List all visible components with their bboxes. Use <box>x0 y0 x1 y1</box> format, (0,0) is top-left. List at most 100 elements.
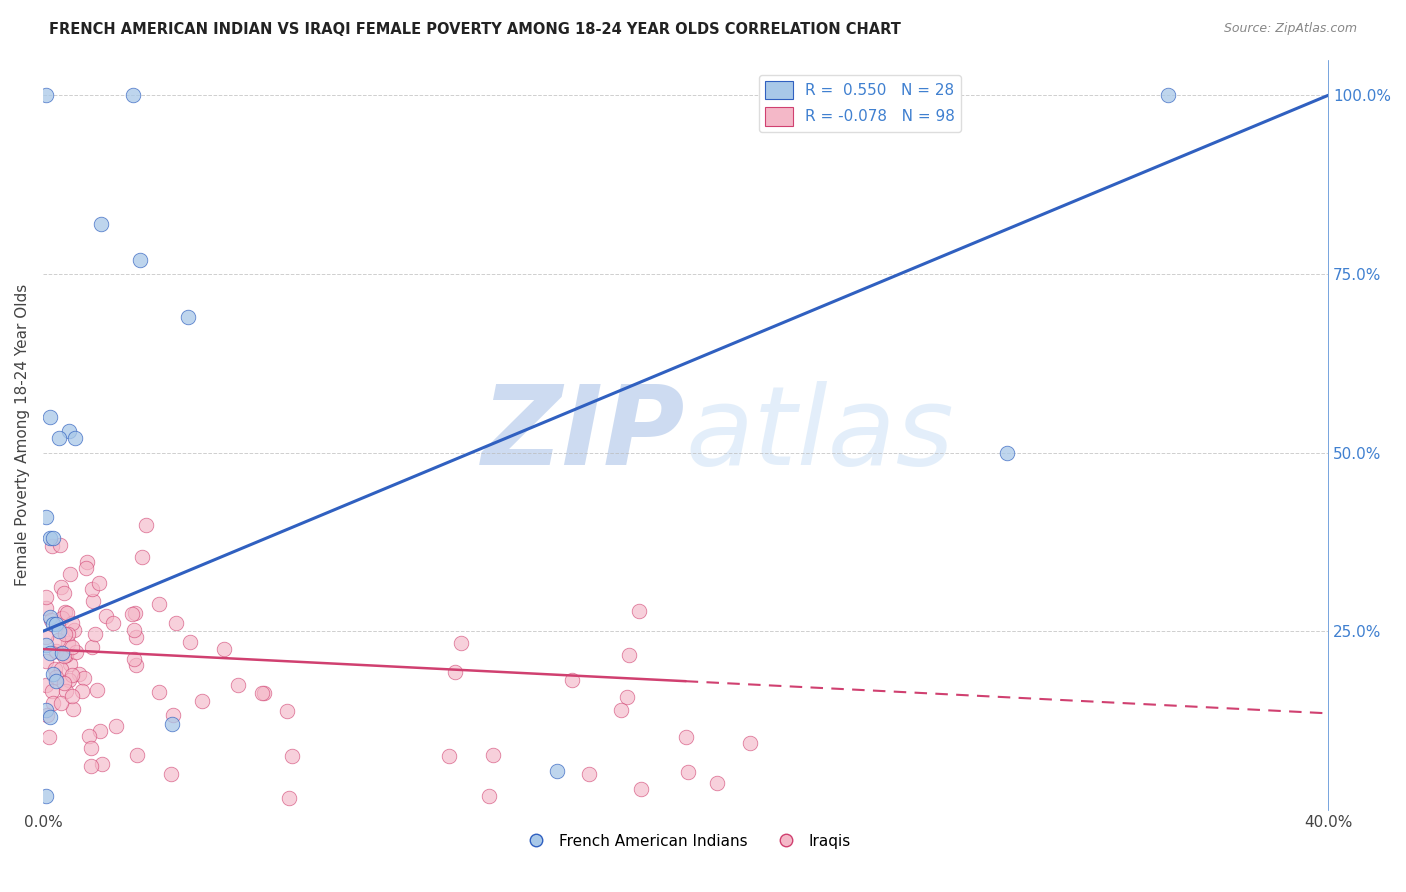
Point <box>60 616 83 631</box>
Point <box>38 610 60 624</box>
Point <box>49 580 72 594</box>
Point <box>38 409 60 424</box>
Point <box>42 696 65 710</box>
Point <box>444 665 467 679</box>
Point <box>122 88 145 103</box>
Point <box>38 710 60 724</box>
Point <box>86 683 108 698</box>
Point <box>56 607 79 621</box>
Point <box>45 644 67 658</box>
Point <box>65 645 87 659</box>
Point <box>124 606 146 620</box>
Point <box>62 702 84 716</box>
Point <box>159 767 181 781</box>
Point <box>45 674 67 689</box>
Point <box>80 759 103 773</box>
Point <box>89 575 111 590</box>
Point <box>617 648 640 662</box>
Point <box>59 657 82 672</box>
Point <box>128 252 150 267</box>
Point <box>103 616 125 631</box>
Point <box>48 431 70 445</box>
Point <box>60 689 83 703</box>
Point <box>450 636 472 650</box>
Legend: French American Indians, Iraqis: French American Indians, Iraqis <box>515 828 856 855</box>
Point <box>678 765 700 780</box>
Point <box>122 624 145 638</box>
Point <box>627 604 650 618</box>
Point <box>73 671 96 685</box>
Point <box>38 531 60 545</box>
Point <box>706 775 728 789</box>
Point <box>191 694 214 708</box>
Point <box>578 767 600 781</box>
Point <box>165 616 187 631</box>
Point <box>125 658 148 673</box>
Point <box>42 617 65 632</box>
Point <box>39 613 62 627</box>
Point <box>65 431 87 445</box>
Point <box>90 757 112 772</box>
Point <box>55 648 77 663</box>
Point <box>49 662 72 676</box>
Point <box>60 640 83 655</box>
Point <box>35 630 58 644</box>
Point <box>122 652 145 666</box>
Text: atlas: atlas <box>686 381 955 488</box>
Point <box>53 627 76 641</box>
Point <box>437 749 460 764</box>
Point <box>84 626 107 640</box>
Point <box>276 704 298 718</box>
Point <box>45 617 67 632</box>
Point <box>104 719 127 733</box>
Point <box>90 217 112 231</box>
Point <box>148 597 170 611</box>
Point <box>67 667 90 681</box>
Point <box>1156 88 1178 103</box>
Point <box>995 445 1018 459</box>
Point <box>42 531 65 545</box>
Point <box>55 605 77 619</box>
Point <box>35 88 58 103</box>
Point <box>675 731 697 745</box>
Point <box>76 555 98 569</box>
Point <box>82 594 104 608</box>
Point <box>75 560 97 574</box>
Point <box>60 667 83 681</box>
Point <box>179 635 201 649</box>
Point <box>38 646 60 660</box>
Point <box>124 630 146 644</box>
Point <box>561 673 583 687</box>
Point <box>177 310 200 324</box>
Point <box>226 678 249 692</box>
Point <box>35 654 58 668</box>
Point <box>70 684 93 698</box>
Point <box>121 607 143 621</box>
Point <box>162 708 184 723</box>
Point <box>35 601 58 615</box>
Point <box>48 624 70 639</box>
Point <box>630 781 652 796</box>
Point <box>250 686 273 700</box>
Point <box>55 684 77 698</box>
Point <box>45 670 67 684</box>
Point <box>44 662 66 676</box>
Point <box>35 708 58 723</box>
Point <box>280 748 302 763</box>
Point <box>52 649 75 664</box>
Point <box>59 566 82 581</box>
Point <box>41 539 63 553</box>
Point <box>77 729 100 743</box>
Point <box>41 684 63 698</box>
Point <box>482 747 505 762</box>
Point <box>49 696 72 710</box>
Point <box>42 667 65 681</box>
Point <box>212 642 235 657</box>
Point <box>63 623 86 637</box>
Text: ZIP: ZIP <box>482 381 686 488</box>
Point <box>616 690 638 704</box>
Y-axis label: Female Poverty Among 18-24 Year Olds: Female Poverty Among 18-24 Year Olds <box>15 284 30 586</box>
Point <box>80 741 103 756</box>
Point <box>478 789 501 803</box>
Point <box>51 611 73 625</box>
